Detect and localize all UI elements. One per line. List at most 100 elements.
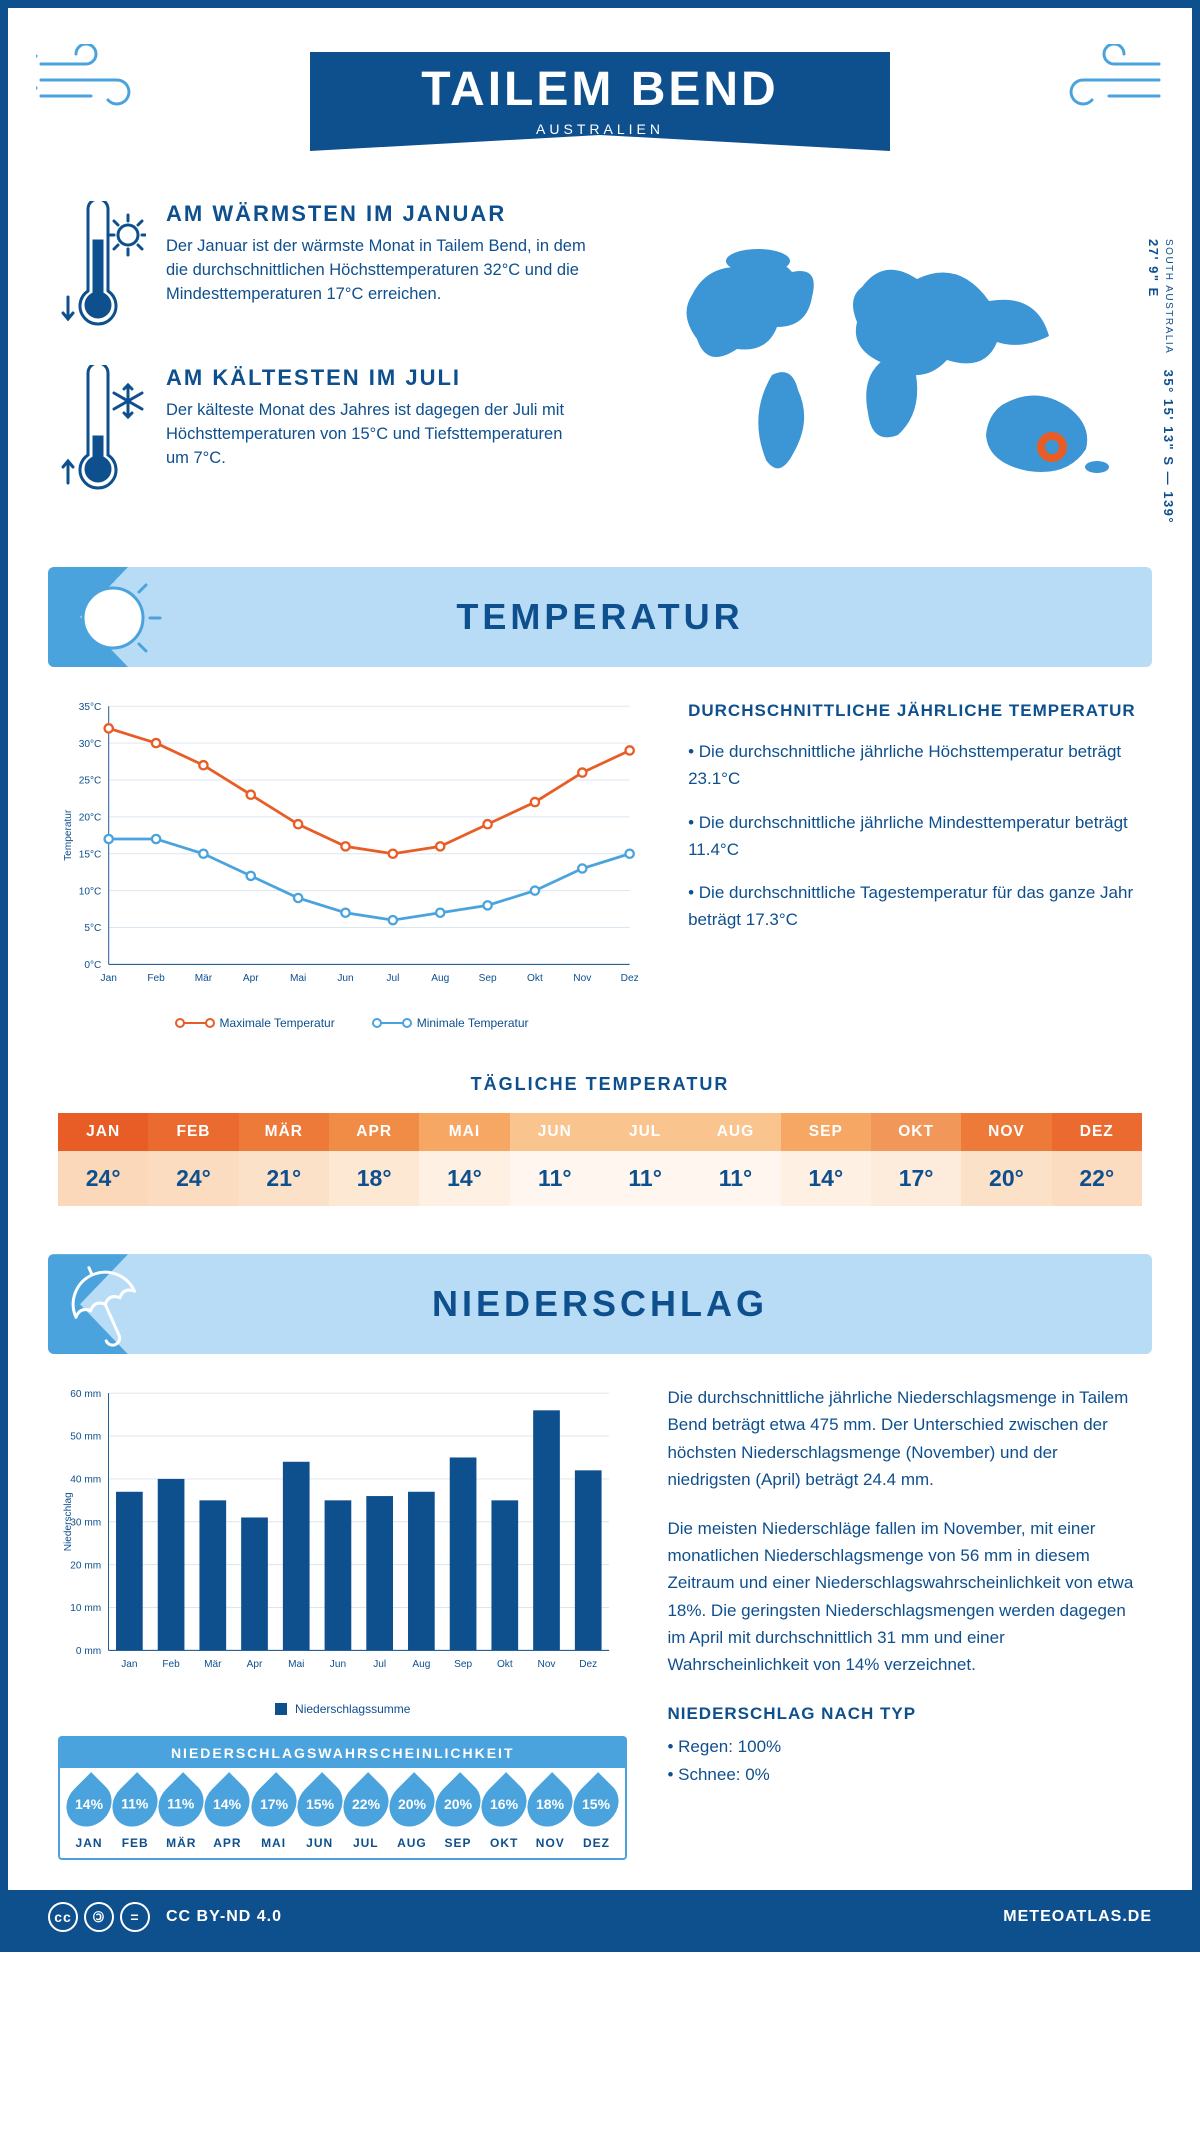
svg-text:Okt: Okt xyxy=(497,1659,513,1670)
daily-cell: JUN11° xyxy=(510,1113,600,1206)
svg-text:0 mm: 0 mm xyxy=(76,1646,101,1657)
site-name: METEOATLAS.DE xyxy=(1003,1908,1152,1926)
section-header-precip: NIEDERSCHLAG xyxy=(48,1254,1152,1354)
precip-probability-table: NIEDERSCHLAGSWAHRSCHEINLICHKEIT 14%JAN11… xyxy=(58,1736,627,1860)
daily-temperature-table: JAN24°FEB24°MÄR21°APR18°MAI14°JUN11°JUL1… xyxy=(58,1113,1142,1206)
infographic-frame: TAILEM BEND AUSTRALIEN xyxy=(0,0,1200,1952)
daily-cell: JAN24° xyxy=(58,1113,148,1206)
daily-cell: MAI14° xyxy=(419,1113,509,1206)
nd-icon: = xyxy=(120,1902,150,1932)
svg-text:Mär: Mär xyxy=(195,973,213,984)
svg-text:Mai: Mai xyxy=(290,973,306,984)
intro-row: AM WÄRMSTEN IM JANUAR Der Januar ist der… xyxy=(8,181,1192,567)
svg-text:Jun: Jun xyxy=(337,973,353,984)
prob-cell: 14%APR xyxy=(204,1780,250,1850)
svg-text:20°C: 20°C xyxy=(79,813,102,824)
svg-text:Aug: Aug xyxy=(412,1659,430,1670)
prob-cell: 15%JUN xyxy=(297,1780,343,1850)
fact-warm-text: Der Januar ist der wärmste Monat in Tail… xyxy=(166,235,586,307)
daily-cell: NOV20° xyxy=(961,1113,1051,1206)
svg-text:35°C: 35°C xyxy=(79,702,102,713)
legend-max: Maximale Temperatur xyxy=(178,1016,335,1030)
svg-text:Okt: Okt xyxy=(527,973,543,984)
prob-cell: 20%AUG xyxy=(389,1780,435,1850)
prob-cell: 11%FEB xyxy=(112,1780,158,1850)
svg-text:Jul: Jul xyxy=(373,1659,386,1670)
svg-text:Mai: Mai xyxy=(288,1659,304,1670)
svg-text:15°C: 15°C xyxy=(79,849,102,860)
svg-text:Nov: Nov xyxy=(538,1659,557,1670)
prob-cell: 20%SEP xyxy=(435,1780,481,1850)
svg-text:Apr: Apr xyxy=(247,1659,263,1670)
daily-cell: AUG11° xyxy=(690,1113,780,1206)
svg-text:25°C: 25°C xyxy=(79,776,102,787)
world-map: SOUTH AUSTRALIA 35° 15' 13" S — 139° 27'… xyxy=(641,201,1142,529)
svg-text:60 mm: 60 mm xyxy=(70,1389,101,1400)
svg-text:50 mm: 50 mm xyxy=(70,1432,101,1443)
svg-text:Mär: Mär xyxy=(204,1659,222,1670)
svg-text:30 mm: 30 mm xyxy=(70,1518,101,1529)
umbrella-icon xyxy=(56,1256,156,1352)
svg-text:Temperatur: Temperatur xyxy=(63,809,74,861)
prob-cell: 22%JUL xyxy=(343,1780,389,1850)
svg-text:Niederschlag: Niederschlag xyxy=(63,1493,74,1552)
prob-cell: 15%DEZ xyxy=(573,1780,619,1850)
svg-text:Aug: Aug xyxy=(431,973,449,984)
prob-cell: 11%MÄR xyxy=(158,1780,204,1850)
svg-text:Jul: Jul xyxy=(386,973,399,984)
svg-text:Jan: Jan xyxy=(101,973,117,984)
footer: cc 🄯 = CC BY-ND 4.0 METEOATLAS.DE xyxy=(8,1890,1192,1944)
fact-warm-title: AM WÄRMSTEN IM JANUAR xyxy=(166,201,586,227)
section-title-temp: TEMPERATUR xyxy=(48,596,1152,638)
svg-text:Jun: Jun xyxy=(330,1659,346,1670)
svg-text:Feb: Feb xyxy=(147,973,165,984)
license-badge: cc 🄯 = CC BY-ND 4.0 xyxy=(48,1902,282,1932)
section-header-temperature: TEMPERATUR xyxy=(48,567,1152,667)
svg-text:Sep: Sep xyxy=(454,1659,472,1670)
prob-cell: 14%JAN xyxy=(66,1780,112,1850)
fact-cold-text: Der kälteste Monat des Jahres ist dagege… xyxy=(166,399,586,471)
daily-cell: DEZ22° xyxy=(1052,1113,1142,1206)
by-icon: 🄯 xyxy=(84,1902,114,1932)
coordinates-label: SOUTH AUSTRALIA 35° 15' 13" S — 139° 27'… xyxy=(1146,239,1176,529)
svg-text:20 mm: 20 mm xyxy=(70,1561,101,1572)
location-country: AUSTRALIEN xyxy=(310,121,890,137)
location-title: TAILEM BEND xyxy=(310,62,890,117)
svg-text:Jan: Jan xyxy=(121,1659,137,1670)
thermometer-hot-icon xyxy=(58,201,146,331)
svg-text:Dez: Dez xyxy=(579,1659,597,1670)
wind-icon-right xyxy=(1034,44,1164,114)
svg-text:Dez: Dez xyxy=(621,973,639,984)
prob-cell: 18%NOV xyxy=(527,1780,573,1850)
daily-cell: MÄR21° xyxy=(239,1113,329,1206)
daily-cell: OKT17° xyxy=(871,1113,961,1206)
fact-warmest: AM WÄRMSTEN IM JANUAR Der Januar ist der… xyxy=(58,201,611,331)
svg-text:Nov: Nov xyxy=(573,973,592,984)
fact-cold-title: AM KÄLTESTEN IM JULI xyxy=(166,365,586,391)
svg-text:10°C: 10°C xyxy=(79,886,102,897)
svg-text:Sep: Sep xyxy=(479,973,497,984)
sun-icon xyxy=(58,567,168,667)
svg-text:40 mm: 40 mm xyxy=(70,1475,101,1486)
cc-icon: cc xyxy=(48,1902,78,1932)
legend-precip: Niederschlagssumme xyxy=(275,1702,410,1716)
header: TAILEM BEND AUSTRALIEN xyxy=(8,8,1192,181)
wind-icon-left xyxy=(36,44,166,114)
svg-text:5°C: 5°C xyxy=(84,923,101,934)
daily-temp-title: TÄGLICHE TEMPERATUR xyxy=(8,1074,1192,1095)
fact-coldest: AM KÄLTESTEN IM JULI Der kälteste Monat … xyxy=(58,365,611,495)
svg-text:10 mm: 10 mm xyxy=(70,1603,101,1614)
legend-min: Minimale Temperatur xyxy=(375,1016,529,1030)
svg-text:30°C: 30°C xyxy=(79,739,102,750)
temperature-summary: DURCHSCHNITTLICHE JÄHRLICHE TEMPERATUR •… xyxy=(688,697,1142,1030)
precipitation-bar-chart: 0 mm10 mm20 mm30 mm40 mm50 mm60 mmJanFeb… xyxy=(58,1384,627,1687)
thermometer-cold-icon xyxy=(58,365,146,495)
title-banner: TAILEM BEND AUSTRALIEN xyxy=(310,52,890,151)
daily-cell: FEB24° xyxy=(148,1113,238,1206)
daily-cell: SEP14° xyxy=(781,1113,871,1206)
prob-cell: 16%OKT xyxy=(481,1780,527,1850)
precip-summary: Die durchschnittliche jährliche Niedersc… xyxy=(667,1384,1142,1860)
temperature-line-chart: 0°C 5°C 10°C 15°C 20°C 25°C 30°C 35°C Jan Feb Mär A… xyxy=(58,697,648,1030)
svg-text:0°C: 0°C xyxy=(84,960,101,971)
prob-cell: 17%MAI xyxy=(251,1780,297,1850)
